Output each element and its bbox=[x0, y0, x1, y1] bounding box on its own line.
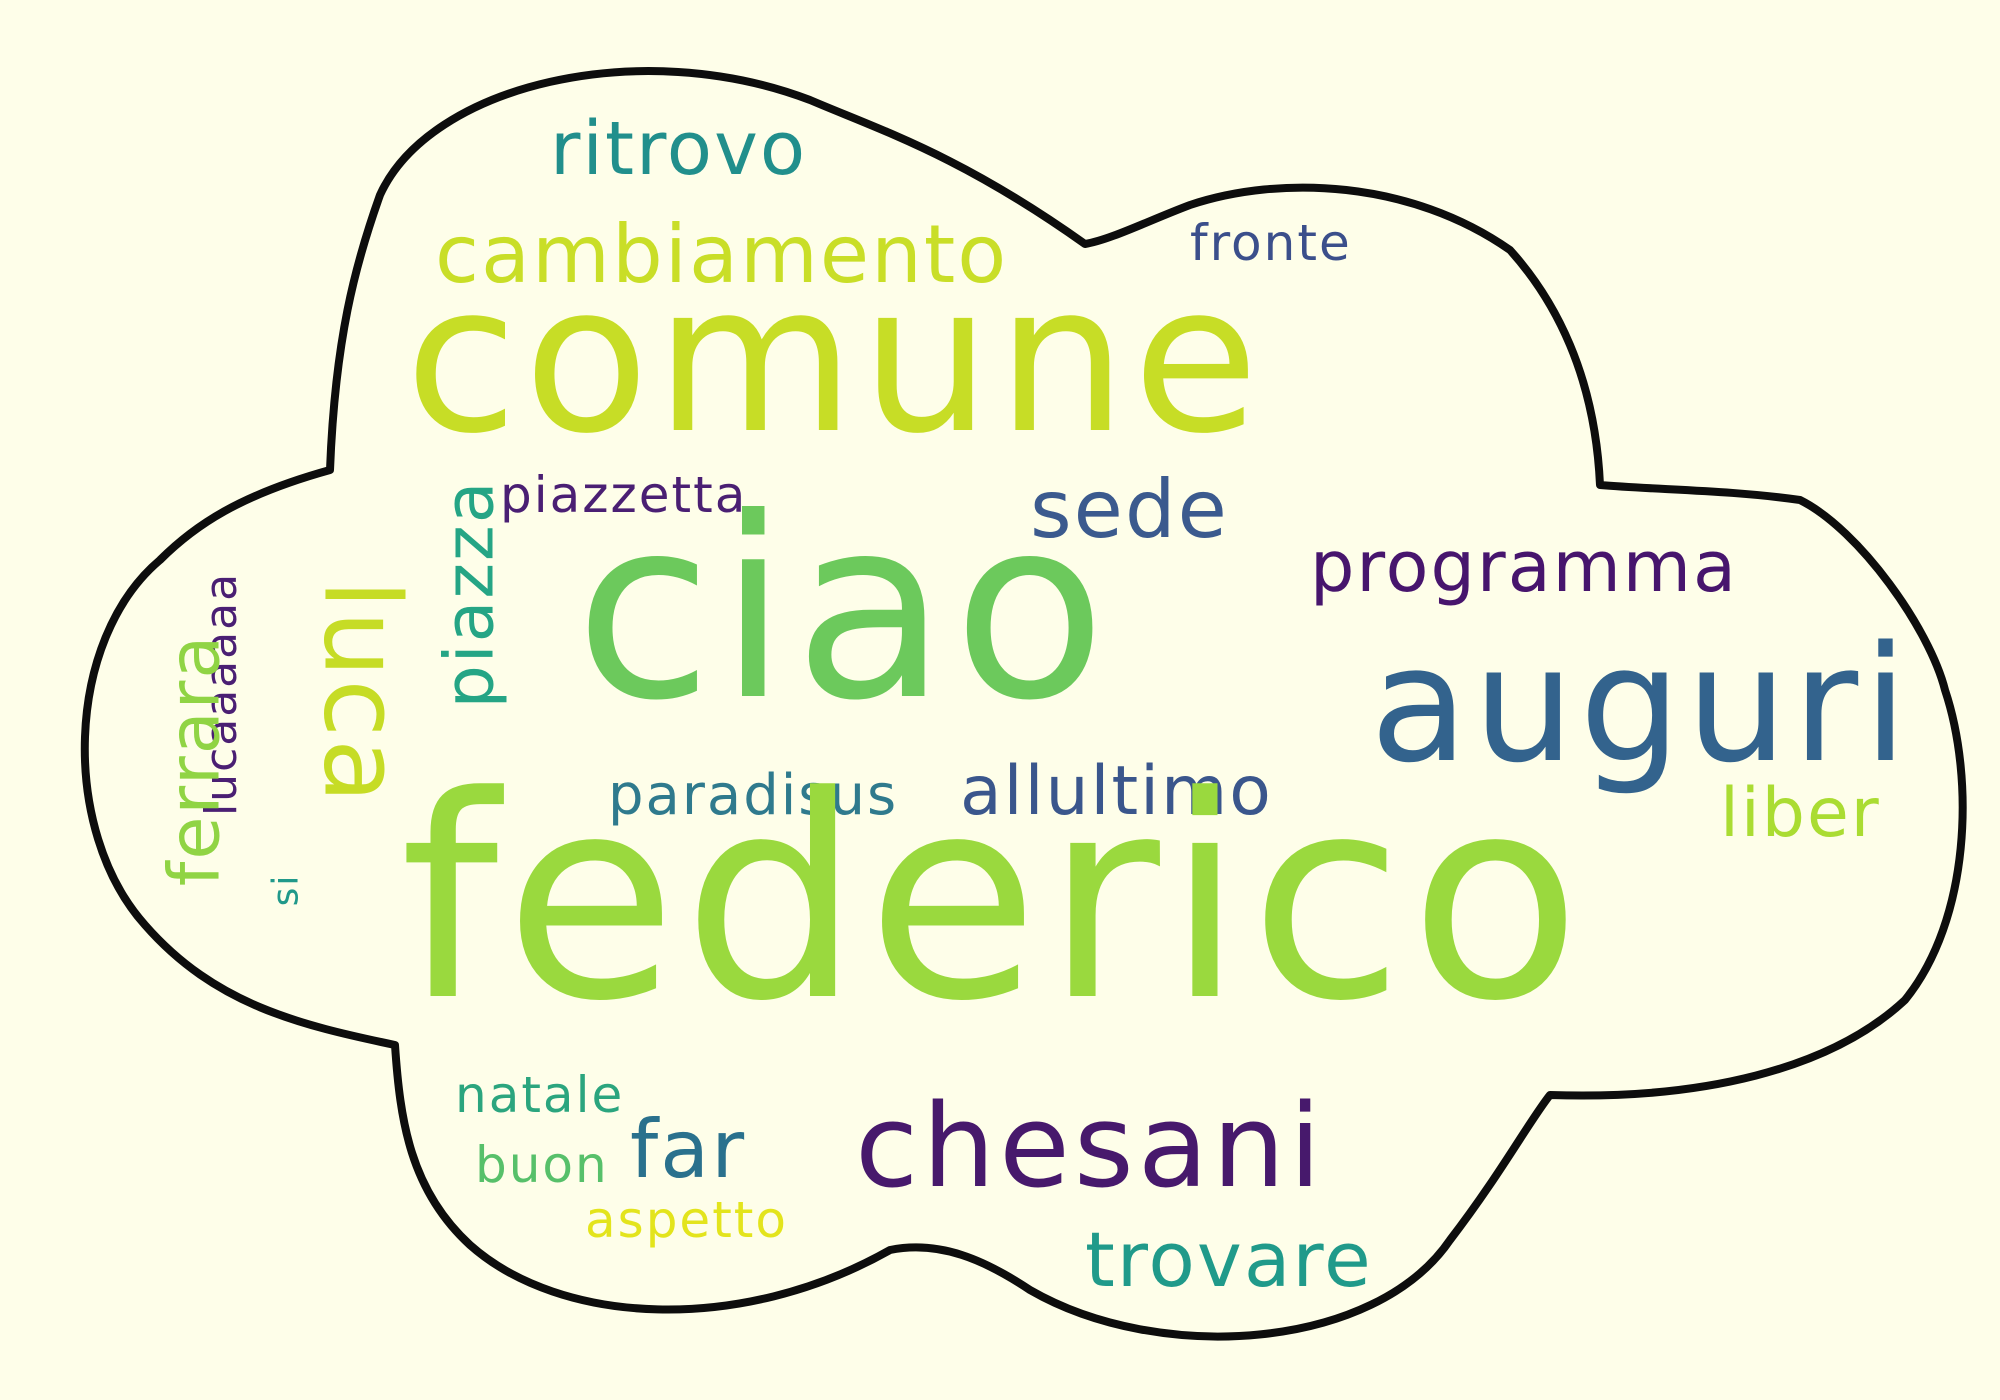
word-allultimo: allultimo bbox=[960, 752, 1273, 831]
word-ritrovo: ritrovo bbox=[550, 106, 808, 192]
word-fronte: fronte bbox=[1190, 214, 1352, 272]
word-federico: federico bbox=[400, 737, 1588, 1063]
word-comune: comune bbox=[405, 241, 1265, 479]
word-natale: natale bbox=[455, 1066, 625, 1124]
word-aspetto: aspetto bbox=[585, 1191, 788, 1249]
word-trovare: trovare bbox=[1085, 1215, 1373, 1304]
word-piazzetta: piazzetta bbox=[500, 466, 748, 524]
word-cambiamento: cambiamento bbox=[435, 208, 1009, 301]
word-ferrara: ferrara bbox=[153, 633, 236, 887]
word-far: far bbox=[630, 1103, 747, 1196]
word-paradisus: paradisus bbox=[608, 763, 899, 828]
word-si: si bbox=[265, 873, 307, 907]
word-programma: programma bbox=[1310, 526, 1738, 608]
word-liber: liber bbox=[1720, 774, 1881, 853]
word-buon: buon bbox=[475, 1136, 609, 1194]
word-chesani: chesani bbox=[855, 1080, 1326, 1214]
word-ciao: ciao bbox=[575, 464, 1113, 755]
word-piazza: piazza bbox=[430, 479, 510, 709]
word-sede: sede bbox=[1030, 463, 1229, 556]
word-auguri: auguri bbox=[1370, 611, 1913, 798]
word-luca: luca bbox=[300, 579, 423, 806]
